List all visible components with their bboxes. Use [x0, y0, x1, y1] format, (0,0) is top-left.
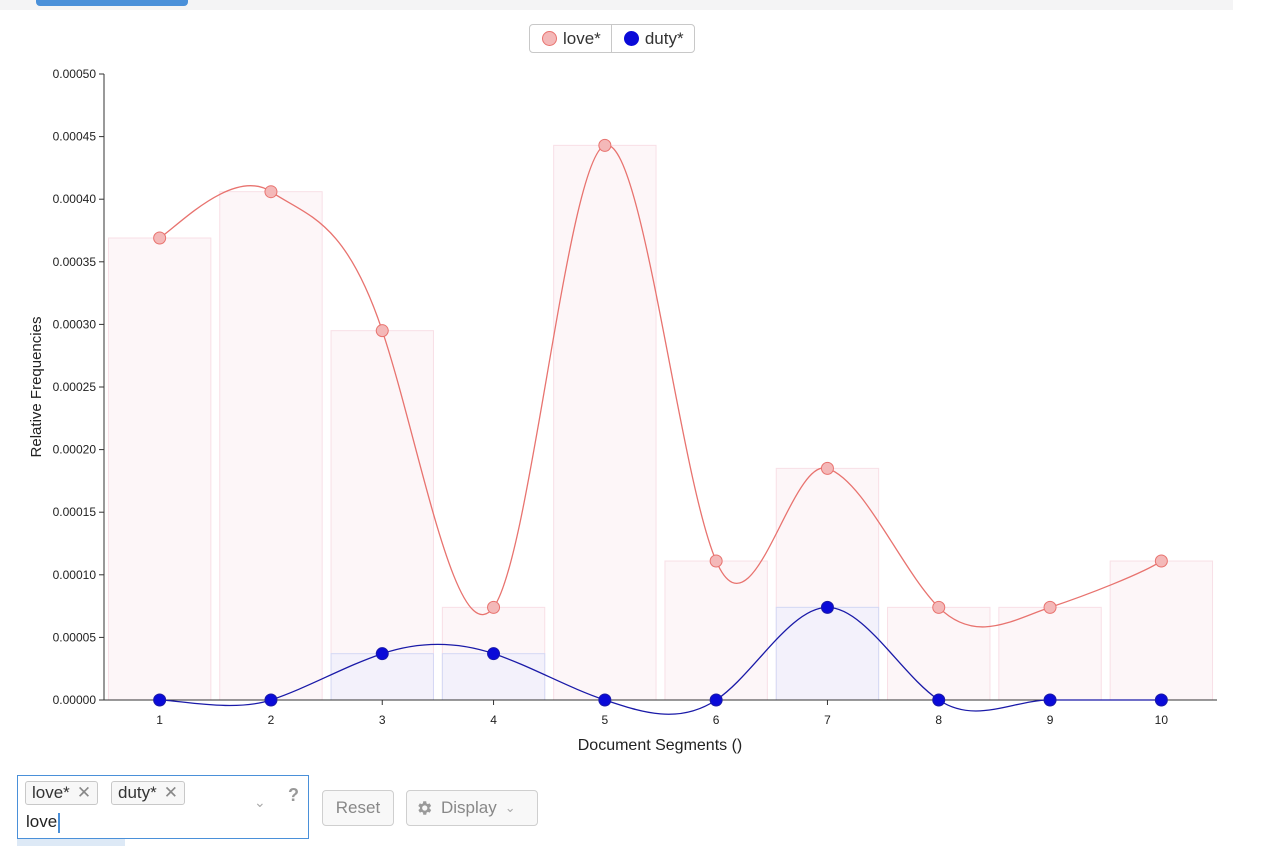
- bar-love-8: [887, 606, 991, 701]
- point-love-10: [1154, 554, 1168, 568]
- point-duty-6: [709, 693, 723, 707]
- legend-item-duty[interactable]: duty*: [610, 25, 694, 52]
- x-axis-label: Document Segments (): [578, 737, 743, 754]
- frequency-chart: 0.00000 0.00005 0.00010 0.00015 0.00020 0.000…: [28, 67, 1217, 754]
- bar-love-6: [664, 560, 768, 701]
- tag-label-love: love*: [32, 783, 70, 802]
- bar-love-5: [553, 144, 657, 701]
- y-tick-label: 0.00000: [53, 693, 97, 707]
- bar-duty-3: [330, 653, 434, 701]
- y-tick-label: 0.00040: [53, 192, 97, 206]
- point-love-9: [1043, 600, 1057, 614]
- point-duty-9: [1043, 693, 1057, 707]
- legend-swatch-love: [542, 31, 557, 46]
- text-caret: [58, 812, 61, 833]
- legend-label-duty: duty*: [644, 28, 684, 48]
- series-line-duty: [159, 606, 1162, 715]
- bar-love-1: [107, 237, 212, 701]
- bar-love-10: [1109, 560, 1214, 701]
- bar-love-2: [219, 191, 323, 701]
- x-tick-label: 6: [713, 713, 720, 727]
- x-tick-label: 1: [156, 713, 163, 727]
- search-tags-input[interactable]: love* ✕ duty* ✕ love ⌄ ?: [17, 775, 309, 839]
- axes-layer: 0.00000 0.00005 0.00010 0.00015 0.00020 0.000…: [53, 67, 1217, 727]
- top-toolbar: [0, 0, 1233, 10]
- point-love-2: [264, 185, 278, 199]
- point-love-8: [932, 600, 946, 614]
- tag-duty: duty* ✕: [111, 781, 185, 805]
- y-axis-label: Relative Frequencies: [28, 317, 45, 458]
- point-duty-7: [820, 600, 834, 614]
- y-tick-label: 0.00050: [53, 67, 97, 81]
- gear-icon: [418, 801, 432, 815]
- point-love-6: [709, 554, 723, 568]
- point-duty-1: [153, 693, 167, 707]
- bars-layer: [107, 144, 1214, 701]
- display-chevron-icon: ⌄: [504, 800, 516, 815]
- point-duty-2: [264, 693, 278, 707]
- display-button[interactable]: Display ⌄: [406, 790, 538, 826]
- x-tick-label: 9: [1047, 713, 1054, 727]
- point-duty-10: [1154, 693, 1168, 707]
- reset-button[interactable]: Reset: [322, 790, 394, 826]
- x-tick-label: 3: [379, 713, 386, 727]
- display-button-label: Display: [441, 798, 497, 817]
- point-love-4: [487, 600, 501, 614]
- help-icon[interactable]: ?: [288, 785, 299, 805]
- chevron-down-icon[interactable]: ⌄: [254, 794, 266, 810]
- y-tick-label: 0.00010: [53, 568, 97, 582]
- tag-love: love* ✕: [25, 781, 99, 805]
- point-love-1: [153, 231, 167, 245]
- point-love-3: [375, 324, 389, 338]
- legend-swatch-duty: [623, 31, 639, 46]
- y-tick-label: 0.00035: [53, 255, 97, 269]
- tag-label-duty: duty*: [118, 783, 157, 802]
- bar-duty-4: [441, 653, 546, 701]
- dropdown-hint: [17, 839, 125, 846]
- point-love-7: [820, 461, 834, 475]
- legend-item-love[interactable]: love*: [530, 25, 611, 52]
- x-tick-label: 2: [268, 713, 275, 727]
- point-duty-8: [932, 693, 946, 707]
- points-layer: [153, 138, 1168, 707]
- y-tick-label: 0.00025: [53, 380, 97, 394]
- legend-label-love: love*: [563, 28, 601, 48]
- point-duty-5: [598, 693, 612, 707]
- active-tab-indicator[interactable]: [36, 0, 188, 6]
- bar-love-3: [330, 330, 434, 701]
- x-tick-label: 4: [490, 713, 497, 727]
- y-tick-label: 0.00015: [53, 505, 97, 519]
- remove-tag-love-icon[interactable]: ✕: [76, 783, 92, 802]
- x-tick-label: 8: [935, 713, 942, 727]
- search-typed-text[interactable]: love: [26, 812, 61, 833]
- x-tick-label: 5: [602, 713, 609, 727]
- y-tick-label: 0.00030: [53, 317, 97, 331]
- y-tick-label: 0.00005: [53, 630, 97, 644]
- bar-duty-7: [775, 606, 880, 701]
- x-tick-label: 10: [1155, 713, 1169, 727]
- point-love-5: [598, 138, 612, 152]
- remove-tag-duty-icon[interactable]: ✕: [163, 783, 178, 802]
- x-tick-label: 7: [824, 713, 831, 727]
- y-tick-label: 0.00045: [53, 130, 97, 144]
- y-tick-label: 0.00020: [53, 443, 97, 457]
- point-duty-3: [375, 647, 389, 661]
- point-duty-4: [487, 647, 501, 661]
- chart-legend: love* duty*: [529, 24, 695, 53]
